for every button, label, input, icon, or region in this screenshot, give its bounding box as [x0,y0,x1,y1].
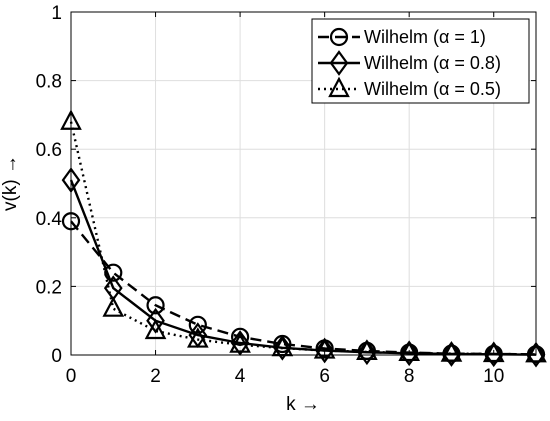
data-point [482,341,505,363]
legend-label: Wilhelm (α = 0.8) [364,53,501,73]
legend-label: Wilhelm (α = 0.5) [364,79,501,99]
x-tick-label: 4 [235,366,246,387]
data-point [484,341,504,368]
y-tick-label: 0.2 [36,277,62,298]
data-point [102,296,125,317]
y-tick-label: 1 [51,3,62,24]
x-tick-label: 10 [483,366,504,387]
data-point [146,307,165,334]
data-point [313,338,336,359]
legend-marker [329,27,349,47]
data-point [442,341,461,367]
legend-marker [328,76,350,98]
y-tick-label: 0.4 [36,209,63,230]
data-point [186,327,209,348]
data-point [356,339,378,361]
data-point [146,296,165,315]
data-point [357,339,377,366]
data-point [273,334,292,361]
data-point [188,315,207,334]
data-point [440,341,463,362]
plot-frame [70,11,537,356]
data-point [104,263,123,282]
data-point [315,337,334,364]
ticks: 0 2 4 6 8 10 0 0.2 0.4 0.6 0.8 1 [36,3,536,387]
legend-marker [329,50,349,76]
x-tick-label: 6 [319,366,330,387]
y-tick-label: 0.8 [36,72,62,93]
y-axis-label: v(k) → [0,155,21,211]
x-tick-label: 2 [150,366,161,387]
y-tick-label: 0 [51,346,62,367]
legend-label: Wilhelm (α = 1) [364,27,486,47]
x-axis-label: k → [286,394,320,415]
x-tick-label: 8 [404,366,415,387]
data-point [399,340,419,367]
x-tick-label: 0 [66,366,77,387]
legend: Wilhelm (α = 1) Wilhelm (α = 0.8) Wilhelm … [311,18,530,104]
data-point [525,341,547,363]
data-point [398,340,421,362]
data-point [526,341,546,368]
data-point [144,318,167,340]
y-tick-label: 0.6 [36,140,62,161]
